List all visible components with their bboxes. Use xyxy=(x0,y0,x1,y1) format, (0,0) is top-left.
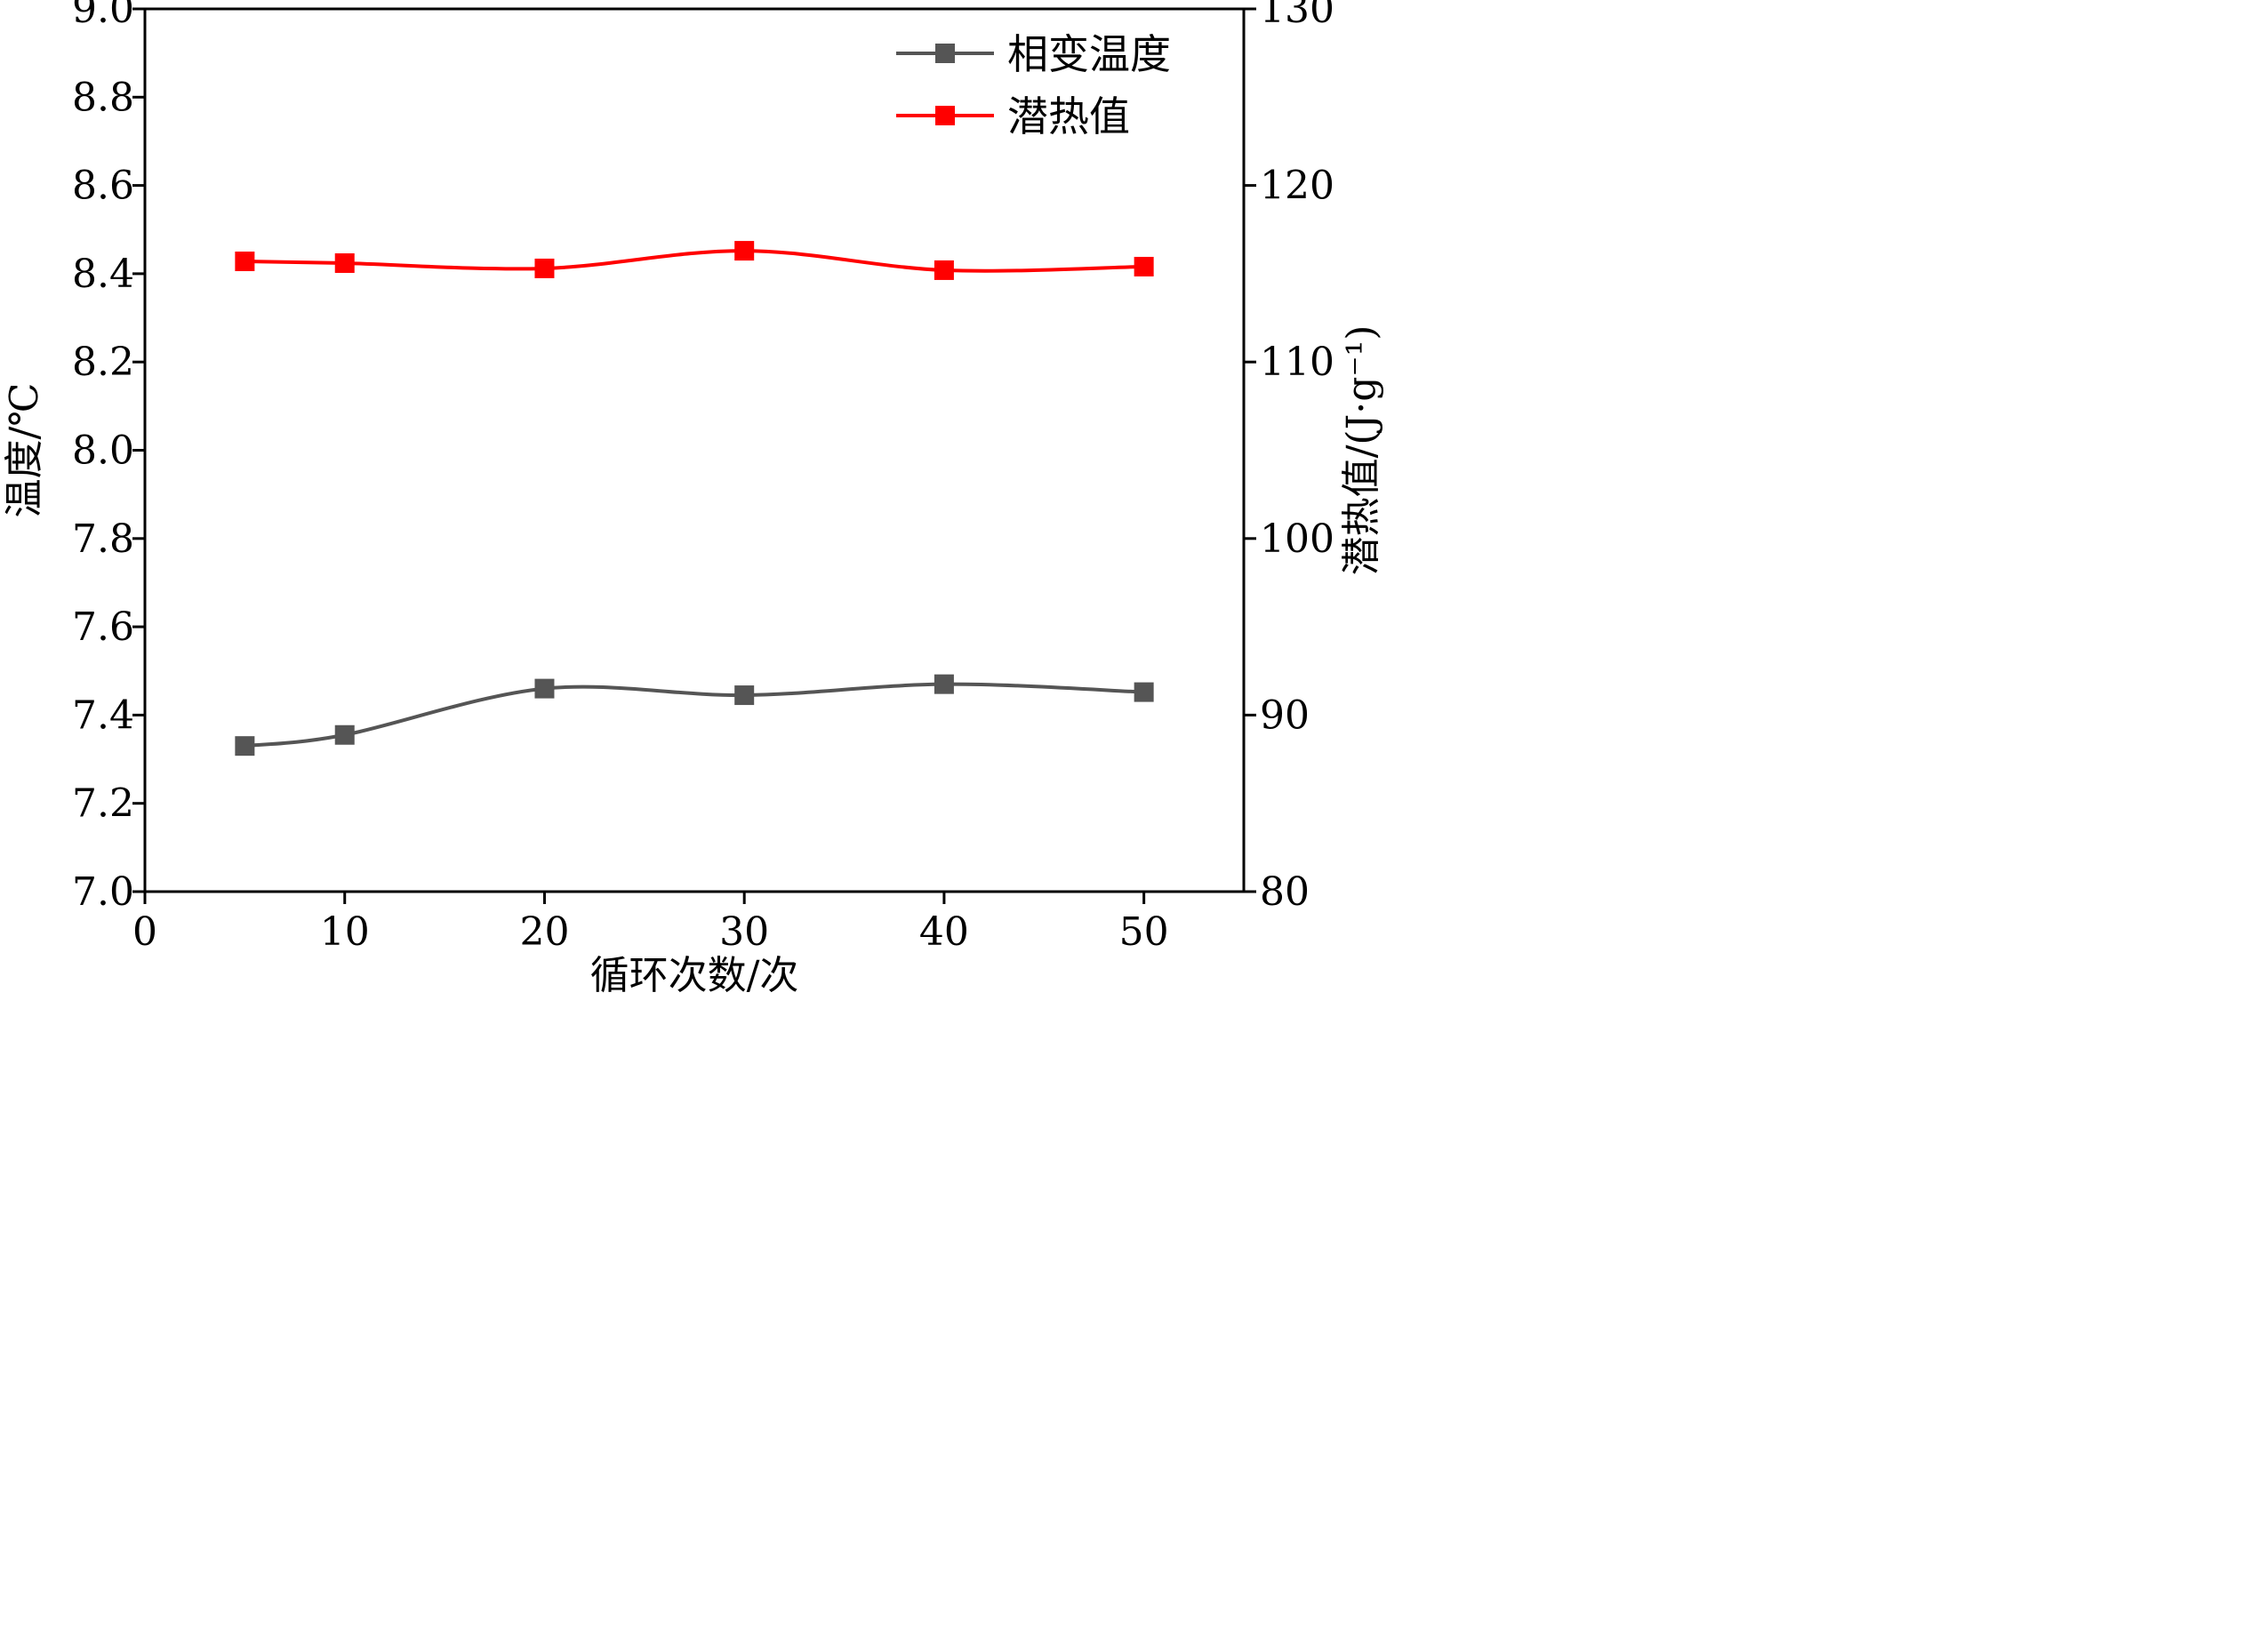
y-right-tick-label: 90 xyxy=(1260,692,1310,738)
y-left-tick-label: 8.8 xyxy=(72,75,134,120)
legend-label: 相变温度 xyxy=(1007,30,1171,78)
y-axis-right-title: 潜热值/(J·g⁻¹) xyxy=(1339,325,1384,576)
y-right-tick-label: 100 xyxy=(1260,516,1334,562)
data-point-marker xyxy=(534,258,555,278)
series-line xyxy=(244,682,1144,748)
series-line xyxy=(244,249,1144,273)
y-left-tick-label: 7.8 xyxy=(72,516,134,562)
x-tick-label: 50 xyxy=(1119,909,1169,955)
y-right-tick-label: 80 xyxy=(1260,869,1310,915)
x-tick-label: 30 xyxy=(719,909,769,955)
data-point-marker xyxy=(934,674,954,694)
data-point-marker xyxy=(734,241,755,261)
axes-layer: 0 10 20 30 40 50 7.0 7.2 7.4 7.6 7.8 8.0 8.2 8.4 8.6 8.… xyxy=(72,0,1334,955)
data-point-marker xyxy=(1134,256,1154,276)
y-left-tick-label: 9.0 xyxy=(72,0,134,32)
y-left-tick-label: 8.2 xyxy=(72,340,134,385)
data-point-marker xyxy=(235,736,255,756)
data-point-marker xyxy=(235,251,255,271)
legend-marker xyxy=(935,44,955,63)
y-left-tick-label: 7.4 xyxy=(72,692,134,738)
y-left-tick-label: 7.0 xyxy=(72,869,134,915)
y-left-tick-label: 8.0 xyxy=(72,428,134,474)
legend-label: 潜热值 xyxy=(1007,92,1130,140)
y-right-tick-label: 120 xyxy=(1260,164,1334,209)
plot-frame xyxy=(143,7,1246,893)
y-left-tick-label: 7.2 xyxy=(72,781,134,827)
series-1 xyxy=(235,241,1154,280)
series-0 xyxy=(235,674,1154,756)
data-point-marker xyxy=(334,724,355,745)
y-left-tick-label: 8.6 xyxy=(72,164,134,209)
y-left-tick-label: 8.4 xyxy=(72,252,134,297)
series-layer xyxy=(235,241,1154,756)
dual-axis-line-chart: 0 10 20 30 40 50 7.0 7.2 7.4 7.6 7.8 8.0 8.2 8.4 8.6 8.… xyxy=(2,0,1384,998)
x-tick-label: 20 xyxy=(519,909,569,955)
y-right-tick-label: 130 xyxy=(1260,0,1334,32)
y-right-tick-label: 110 xyxy=(1260,340,1334,385)
data-point-marker xyxy=(1134,682,1154,702)
data-point-marker xyxy=(534,678,555,699)
legend-marker xyxy=(935,106,955,125)
y-axis-left-title: 温度/℃ xyxy=(2,382,47,517)
x-tick-label: 10 xyxy=(320,909,370,955)
y-left-tick-label: 7.6 xyxy=(72,604,134,650)
x-tick-label: 0 xyxy=(132,909,157,955)
x-axis-title: 循环次数/次 xyxy=(590,953,799,998)
x-tick-label: 40 xyxy=(919,909,969,955)
data-point-marker xyxy=(934,260,954,280)
data-point-marker xyxy=(334,252,355,273)
data-point-marker xyxy=(734,685,755,706)
